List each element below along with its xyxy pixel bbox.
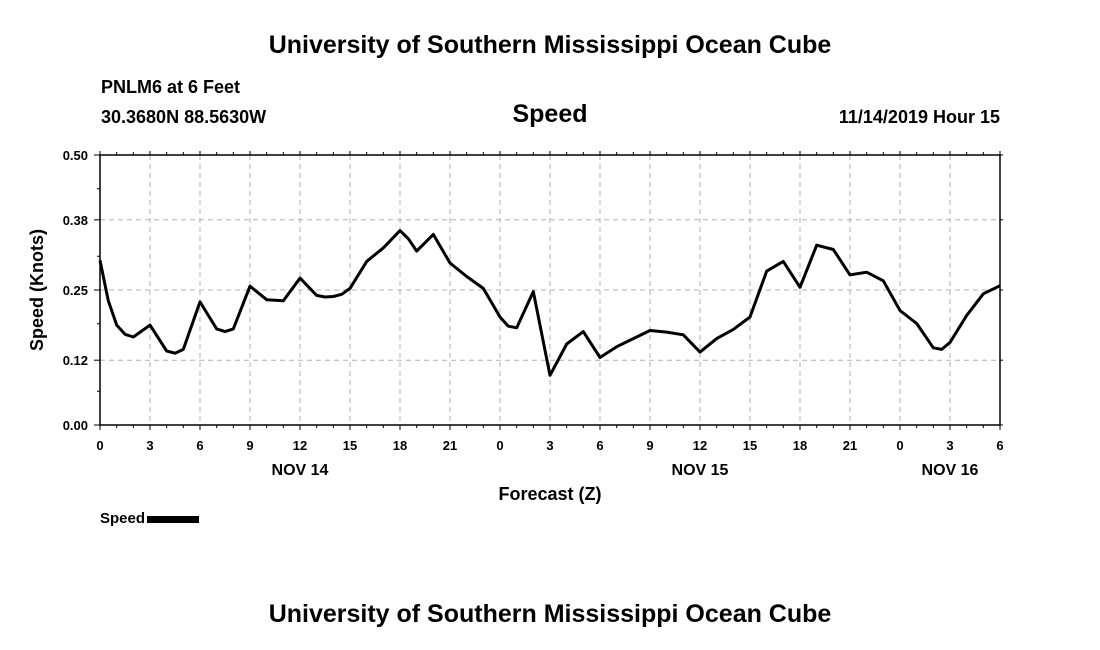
x-tick-labels: 0 3 6 9 12 15 18 21 0 3 6 9 12 15 18 21 0 3 6 <box>96 438 1003 453</box>
coordinates-label: 30.3680N 88.5630W <box>101 107 267 127</box>
x-tick-label: 0 <box>496 438 503 453</box>
date-labels: NOV 14 NOV 15 NOV 16 <box>272 462 979 479</box>
x-tick-label: 12 <box>293 438 307 453</box>
chart-title: Speed <box>512 100 588 128</box>
x-tick-label: 3 <box>946 438 953 453</box>
legend-label: Speed <box>100 510 146 527</box>
x-tick-label: 6 <box>196 438 203 453</box>
x-tick-label: 12 <box>693 438 707 453</box>
x-tick-label: 9 <box>646 438 653 453</box>
x-tick-label: 6 <box>596 438 603 453</box>
grid <box>100 155 1000 425</box>
x-tick-label: 21 <box>443 438 457 453</box>
x-tick-label: 0 <box>896 438 903 453</box>
x-tick-label: 0 <box>96 438 103 453</box>
date-label: NOV 16 <box>922 462 979 479</box>
y-tick-label: 0.50 <box>63 148 88 163</box>
x-axis-title: Forecast (Z) <box>498 484 601 504</box>
x-tick-label: 3 <box>146 438 153 453</box>
x-tick-label: 15 <box>743 438 757 453</box>
x-tick-label: 6 <box>996 438 1003 453</box>
footer-title: University of Southern Mississippi Ocean… <box>268 600 832 628</box>
station-label: PNLM6 at 6 Feet <box>101 77 241 97</box>
x-tick-label: 21 <box>843 438 857 453</box>
x-tick-label: 18 <box>393 438 407 453</box>
y-axis-title: Speed (Knots) <box>27 229 47 351</box>
y-tick-labels: 0.00 0.12 0.25 0.38 0.50 <box>63 148 88 433</box>
date-label: NOV 14 <box>272 462 329 479</box>
datetime-label: 11/14/2019 Hour 15 <box>838 107 1000 127</box>
x-tick-label: 18 <box>793 438 807 453</box>
x-tick-label: 9 <box>246 438 253 453</box>
speed-series-line <box>98 229 1001 377</box>
plot-frame <box>99 154 1001 426</box>
legend: Speed <box>100 510 200 527</box>
y-tick-label: 0.38 <box>63 213 88 228</box>
x-tick-label: 3 <box>546 438 553 453</box>
date-label: NOV 15 <box>672 462 729 479</box>
y-tick-label: 0.00 <box>63 418 88 433</box>
page-title: University of Southern Mississippi Ocean… <box>268 31 832 59</box>
legend-swatch <box>147 515 200 523</box>
y-tick-label: 0.25 <box>63 283 88 298</box>
y-tick-label: 0.12 <box>63 353 88 368</box>
x-tick-label: 15 <box>343 438 357 453</box>
